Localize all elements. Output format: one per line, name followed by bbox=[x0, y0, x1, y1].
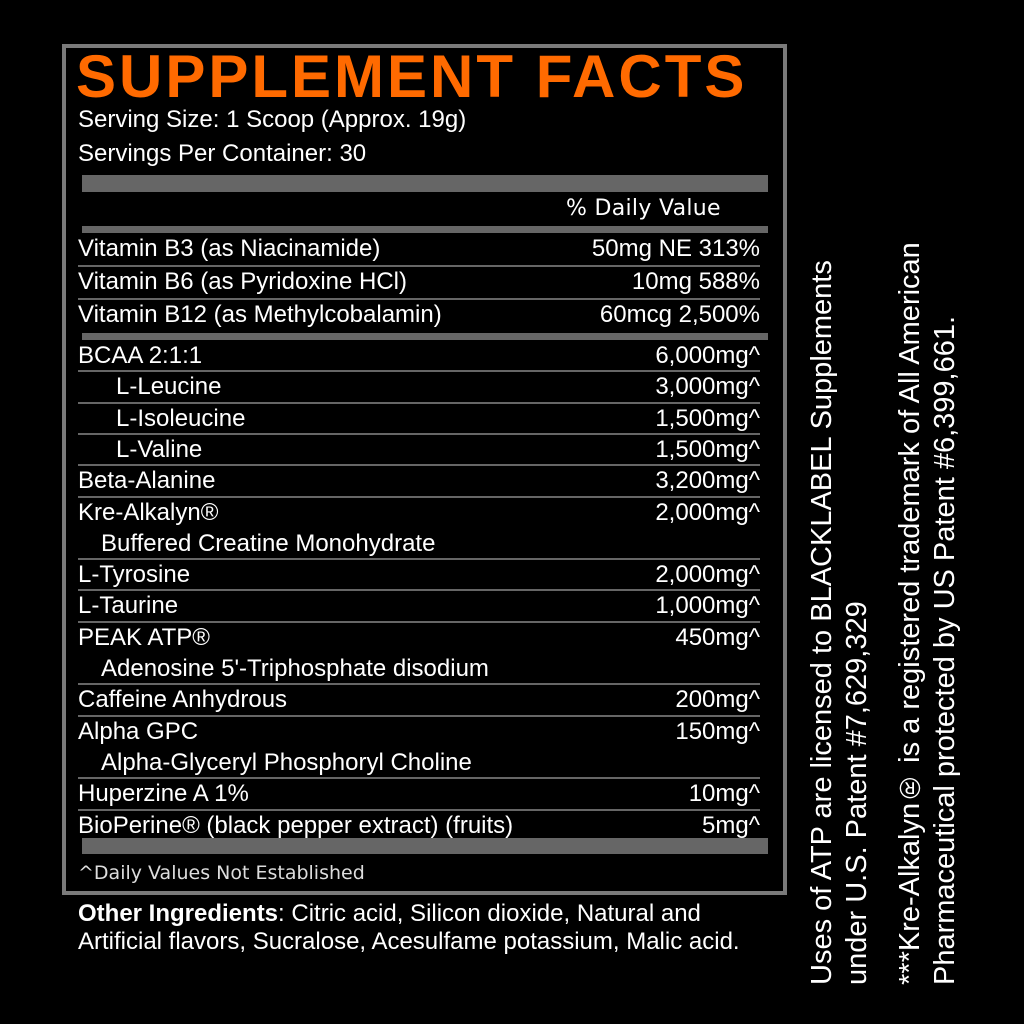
kre-alkalyn-trademark-note: ***Kre-Alkalyn® is a registered trademar… bbox=[893, 150, 963, 985]
ingredient-name: L-Leucine bbox=[116, 373, 222, 401]
ingredient-amount: 450mg^ bbox=[675, 623, 760, 651]
ingredient-amount: 1,500mg^ bbox=[655, 435, 760, 463]
nutrient-amount: 10mg 588% bbox=[631, 268, 760, 295]
ingredient-row: Caffeine Anhydrous 200mg^ bbox=[78, 684, 760, 715]
daily-value-header: % Daily Value bbox=[566, 196, 721, 221]
ingredient-name: Caffeine Anhydrous bbox=[78, 686, 288, 714]
ingredient-amount: 2,000mg^ bbox=[655, 561, 760, 589]
vitamin-row: Vitamin B12 (as Methylcobalamin) 60mcg 2,… bbox=[78, 299, 760, 330]
other-ingredients: Other Ingredients: Citric acid, Silicon … bbox=[78, 900, 778, 956]
ingredient-name: Huperzine A 1% bbox=[78, 780, 249, 808]
supplement-facts-panel bbox=[62, 44, 787, 895]
ingredient-description: Alpha-Glyceryl Phosphoryl Choline bbox=[101, 748, 472, 776]
divider bbox=[82, 226, 768, 233]
divider bbox=[82, 333, 768, 340]
ingredient-amount: 200mg^ bbox=[675, 686, 760, 714]
ingredient-row: Huperzine A 1% 10mg^ bbox=[78, 778, 760, 809]
side-note-line: under U.S. Patent #7,629,329 bbox=[841, 601, 873, 985]
panel-title: SUPPLEMENT FACTS bbox=[76, 43, 748, 110]
ingredient-amount: 150mg^ bbox=[675, 717, 760, 745]
ingredient-amount: 6,000mg^ bbox=[655, 342, 760, 369]
row-separator bbox=[78, 432, 760, 435]
ingredient-name: L-Taurine bbox=[78, 592, 179, 620]
row-separator bbox=[78, 401, 760, 404]
ingredient-row: BioPerine® (black pepper extract) (fruit… bbox=[78, 810, 760, 841]
ingredient-row: L-Valine 1,500mg^ bbox=[78, 434, 760, 465]
ingredient-subtitle: Adenosine 5'-Triphosphate disodium bbox=[78, 653, 760, 684]
row-separator bbox=[78, 777, 760, 780]
ingredient-name: L-Tyrosine bbox=[78, 561, 191, 589]
ingredient-name: L-Valine bbox=[116, 435, 203, 463]
row-separator bbox=[78, 620, 760, 623]
thick-divider bbox=[82, 838, 768, 854]
ingredient-amount: 3,200mg^ bbox=[655, 467, 760, 495]
ingredient-row: PEAK ATP® 450mg^ bbox=[78, 622, 760, 653]
row-separator bbox=[78, 683, 760, 686]
row-separator bbox=[78, 714, 760, 717]
ingredient-amount: 3,000mg^ bbox=[655, 373, 760, 401]
ingredient-row: BCAA 2:1:1 6,000mg^ bbox=[78, 340, 760, 371]
ingredient-amount: 5mg^ bbox=[702, 811, 760, 839]
side-note-line: Pharmaceutical protected by US Patent #6… bbox=[929, 315, 961, 985]
footnote: ^Daily Values Not Established bbox=[78, 862, 365, 884]
nutrient-amount: 50mg NE 313% bbox=[591, 235, 760, 262]
ingredient-subtitle: Alpha-Glyceryl Phosphoryl Choline bbox=[78, 747, 760, 778]
ingredient-name: PEAK ATP® bbox=[78, 623, 210, 651]
row-separator bbox=[78, 589, 760, 592]
vitamin-row: Vitamin B3 (as Niacinamide) 50mg NE 313% bbox=[78, 233, 760, 264]
ingredient-amount: 1,500mg^ bbox=[655, 404, 760, 432]
ingredient-amount: 2,000mg^ bbox=[655, 498, 760, 526]
servings-per-container: Servings Per Container: 30 bbox=[78, 140, 367, 167]
ingredient-amount: 1,000mg^ bbox=[655, 592, 760, 620]
ingredient-row: Beta-Alanine 3,200mg^ bbox=[78, 465, 760, 496]
other-ingredients-label: Other Ingredients bbox=[78, 900, 279, 927]
serving-size: Serving Size: 1 Scoop (Approx. 19g) bbox=[78, 106, 467, 133]
ingredient-amount: 10mg^ bbox=[688, 780, 760, 808]
nutrient-name: Vitamin B6 (as Pyridoxine HCl) bbox=[78, 268, 408, 295]
other-ingredients-text: : Citric acid, Silicon dioxide, Natural … bbox=[78, 900, 740, 955]
ingredient-name: Beta-Alanine bbox=[78, 467, 216, 495]
row-separator bbox=[78, 464, 760, 467]
row-separator bbox=[78, 265, 760, 267]
ingredient-subtitle: Buffered Creatine Monohydrate bbox=[78, 528, 760, 559]
ingredient-row: L-Tyrosine 2,000mg^ bbox=[78, 559, 760, 590]
vitamin-row: Vitamin B6 (as Pyridoxine HCl) 10mg 588% bbox=[78, 266, 760, 297]
ingredient-row: L-Isoleucine 1,500mg^ bbox=[78, 403, 760, 434]
ingredient-name: BCAA 2:1:1 bbox=[78, 342, 203, 369]
nutrient-name: Vitamin B12 (as Methylcobalamin) bbox=[78, 301, 442, 328]
ingredient-row: Alpha GPC 150mg^ bbox=[78, 716, 760, 747]
ingredient-name: Kre-Alkalyn® bbox=[78, 498, 219, 526]
nutrient-name: Vitamin B3 (as Niacinamide) bbox=[78, 235, 381, 262]
row-separator bbox=[78, 558, 760, 561]
ingredient-description: Adenosine 5'-Triphosphate disodium bbox=[101, 655, 489, 682]
ingredient-row: L-Leucine 3,000mg^ bbox=[78, 371, 760, 402]
side-note-line: ***Kre-Alkalyn® is a registered trademar… bbox=[894, 242, 926, 985]
row-separator bbox=[78, 298, 760, 300]
ingredient-description: Buffered Creatine Monohydrate bbox=[101, 529, 436, 557]
ingredient-name: Alpha GPC bbox=[78, 717, 199, 745]
ingredient-name: BioPerine® (black pepper extract) (fruit… bbox=[78, 811, 514, 839]
ingredient-name: L-Isoleucine bbox=[116, 404, 246, 432]
row-separator bbox=[78, 808, 760, 811]
atp-license-note: Uses of ATP are licensed to BLACKLABEL S… bbox=[805, 150, 875, 985]
row-separator bbox=[78, 495, 760, 498]
ingredient-row: L-Taurine 1,000mg^ bbox=[78, 590, 760, 621]
nutrient-amount: 60mcg 2,500% bbox=[599, 301, 760, 328]
row-separator bbox=[78, 370, 760, 373]
ingredient-row: Kre-Alkalyn® 2,000mg^ bbox=[78, 497, 760, 528]
side-note-line: Uses of ATP are licensed to BLACKLABEL S… bbox=[806, 260, 838, 985]
thick-divider bbox=[82, 175, 768, 192]
